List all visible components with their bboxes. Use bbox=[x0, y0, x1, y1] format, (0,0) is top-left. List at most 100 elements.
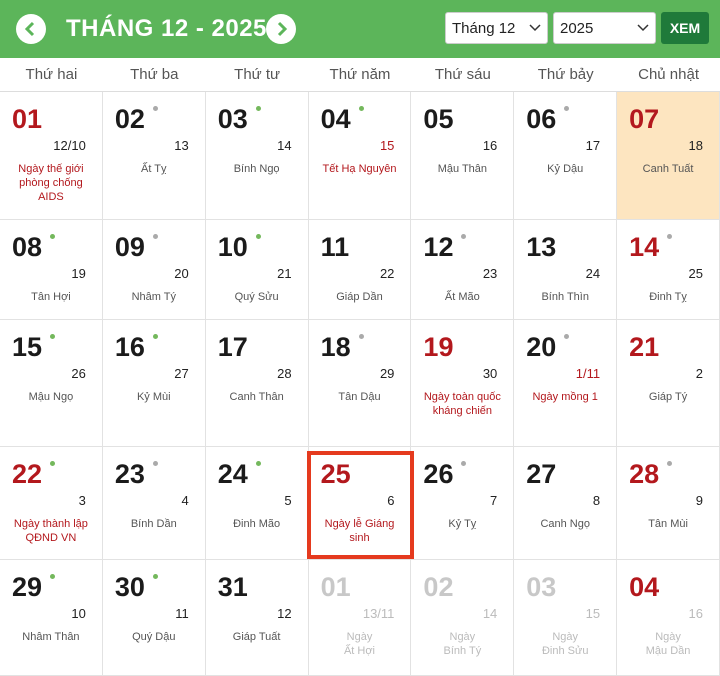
note-line: Ngày bbox=[449, 631, 476, 643]
day-note: Quý Dậu bbox=[111, 630, 197, 644]
day-cell[interactable]: 03 15 Ngày Đinh Sửu bbox=[514, 560, 618, 676]
day-cell[interactable]: 17 28 Canh Thân bbox=[205, 320, 309, 447]
day-cell[interactable]: 22 3 Ngày thành lập QĐND VN bbox=[0, 447, 103, 560]
day-cell[interactable]: 16 27 Kỷ Mùi bbox=[102, 320, 206, 447]
day-cell[interactable]: 19 30 Ngày toàn quốc kháng chiến bbox=[411, 320, 515, 447]
day-note: Giáp Tý bbox=[625, 390, 711, 404]
lunar-day: 12/10 bbox=[53, 138, 86, 153]
day-note: Tân Mùi bbox=[625, 517, 711, 531]
day-cell[interactable]: 13 24 Bính Thìn bbox=[514, 220, 618, 320]
day-cell[interactable]: 07 18 Canh Tuất bbox=[617, 92, 720, 220]
event-dot bbox=[152, 574, 158, 579]
day-note: Tết Hạ Nguyên bbox=[317, 162, 403, 176]
day-cell[interactable]: 24 5 Đinh Mão bbox=[205, 447, 309, 560]
day-cell[interactable]: 02 13 Ất Tỵ bbox=[102, 92, 206, 220]
day-note: Kỷ Mùi bbox=[111, 390, 197, 404]
lunar-day: 2 bbox=[695, 366, 703, 381]
note-line: Bính Ngọ bbox=[233, 163, 280, 175]
day-cell[interactable]: 28 9 Tân Mùi bbox=[617, 447, 720, 560]
solar-day: 23 bbox=[114, 459, 145, 489]
note-line: Kỷ Mùi bbox=[136, 391, 171, 403]
event-dot bbox=[461, 234, 467, 239]
day-cell[interactable]: 27 8 Canh Ngọ bbox=[514, 447, 618, 560]
day-cell[interactable]: 12 23 Ất Mão bbox=[411, 220, 515, 320]
day-cell[interactable]: 20 1/11 Ngày mồng 1 bbox=[514, 320, 618, 447]
day-note: Ngày mồng 1 bbox=[522, 390, 608, 404]
solar-day: 15 bbox=[12, 332, 43, 362]
lunar-day: 18 bbox=[688, 138, 703, 153]
year-select[interactable]: 2025 bbox=[553, 12, 656, 44]
lunar-day: 3 bbox=[78, 493, 86, 508]
event-dot bbox=[255, 234, 261, 239]
month-select[interactable]: Tháng 12 bbox=[445, 12, 548, 44]
day-note: Kỷ Dậu bbox=[522, 162, 608, 176]
day-cell[interactable]: 01 13/11 Ngày Ất Hợi bbox=[308, 560, 412, 676]
prev-button[interactable] bbox=[16, 14, 46, 44]
lunar-day: 5 bbox=[284, 493, 292, 508]
day-cell[interactable]: 23 4 Bính Dần bbox=[102, 447, 206, 560]
day-cell[interactable]: 18 29 Tân Dậu bbox=[308, 320, 412, 447]
note-line: Tân Dậu bbox=[338, 391, 381, 403]
day-cell[interactable]: 15 26 Mậu Ngọ bbox=[0, 320, 103, 447]
solar-day: 29 bbox=[12, 572, 43, 602]
day-note: Quý Sửu bbox=[214, 290, 300, 304]
day-note: Đinh Mão bbox=[214, 517, 300, 531]
event-dot bbox=[461, 461, 467, 466]
solar-day: 01 bbox=[320, 572, 351, 602]
day-cell[interactable]: 29 10 Nhâm Thân bbox=[0, 560, 103, 676]
day-cell[interactable]: 04 15 Tết Hạ Nguyên bbox=[308, 92, 412, 220]
solar-day: 10 bbox=[217, 232, 248, 262]
lunar-day: 14 bbox=[277, 138, 292, 153]
note-line: Ngày bbox=[552, 631, 579, 643]
lunar-day: 4 bbox=[181, 493, 189, 508]
day-note: Giáp Tuất bbox=[214, 630, 300, 644]
lunar-day: 13/11 bbox=[362, 606, 395, 621]
day-cell[interactable]: 09 20 Nhâm Tý bbox=[102, 220, 206, 320]
lunar-day: 21 bbox=[277, 266, 292, 281]
day-cell[interactable]: 08 19 Tân Hợi bbox=[0, 220, 103, 320]
day-note: Mậu Thân bbox=[419, 162, 505, 176]
day-cell[interactable]: 25 6 Ngày lễ Giáng sinh bbox=[306, 447, 415, 560]
note-line: Nhâm Thân bbox=[22, 631, 80, 643]
day-cell[interactable]: 02 14 Ngày Bính Tý bbox=[411, 560, 515, 676]
day-cell[interactable]: 30 11 Quý Dậu bbox=[102, 560, 206, 676]
note-line: Tân Mùi bbox=[648, 518, 688, 530]
day-cell[interactable]: 04 16 Ngày Mậu Dần bbox=[617, 560, 720, 676]
day-cell[interactable]: 10 21 Quý Sửu bbox=[205, 220, 309, 320]
lunar-day: 29 bbox=[379, 366, 395, 381]
event-dot bbox=[50, 461, 55, 466]
solar-day: 28 bbox=[629, 459, 660, 489]
day-note: Mậu Ngọ bbox=[8, 390, 94, 404]
event-dot bbox=[255, 461, 261, 466]
event-dot bbox=[50, 574, 55, 579]
day-cell[interactable]: 01 12/10 Ngày thế giới phòng chống AIDS bbox=[0, 92, 103, 220]
next-button[interactable] bbox=[266, 14, 296, 44]
lunar-day: 13 bbox=[174, 138, 189, 153]
note-line: Giáp Dần bbox=[336, 291, 383, 303]
weekday-label: Thứ hai bbox=[25, 66, 78, 83]
day-cell[interactable]: 05 16 Mậu Thân bbox=[411, 92, 515, 220]
day-cell[interactable]: 03 14 Bính Ngọ bbox=[205, 92, 309, 220]
day-note: Ất Tỵ bbox=[111, 162, 197, 176]
solar-day: 16 bbox=[114, 332, 145, 362]
day-note: Ngày toàn quốc kháng chiến bbox=[419, 390, 505, 418]
note-line: Tân Hợi bbox=[31, 291, 71, 303]
event-dot bbox=[667, 234, 673, 239]
note-line: Ngày lễ Giáng sinh bbox=[324, 518, 395, 544]
day-note: Ngày thành lập QĐND VN bbox=[8, 517, 94, 545]
day-note: Ngày Ất Hợi bbox=[317, 630, 403, 658]
weekday-label: Thứ năm bbox=[329, 66, 391, 83]
solar-day: 04 bbox=[320, 104, 351, 134]
view-button[interactable]: XEM bbox=[661, 12, 709, 44]
solar-day: 05 bbox=[423, 104, 454, 134]
day-cell[interactable]: 26 7 Kỷ Tỵ bbox=[411, 447, 515, 560]
day-note: Đinh Tỵ bbox=[625, 290, 711, 304]
lunar-day: 26 bbox=[71, 366, 86, 381]
day-cell[interactable]: 06 17 Kỷ Dậu bbox=[514, 92, 618, 220]
day-cell[interactable]: 31 12 Giáp Tuất bbox=[205, 560, 309, 676]
day-cell[interactable]: 11 22 Giáp Dần bbox=[308, 220, 412, 320]
event-dot bbox=[152, 234, 158, 239]
day-cell[interactable]: 21 2 Giáp Tý bbox=[617, 320, 720, 447]
day-cell[interactable]: 14 25 Đinh Tỵ bbox=[617, 220, 720, 320]
